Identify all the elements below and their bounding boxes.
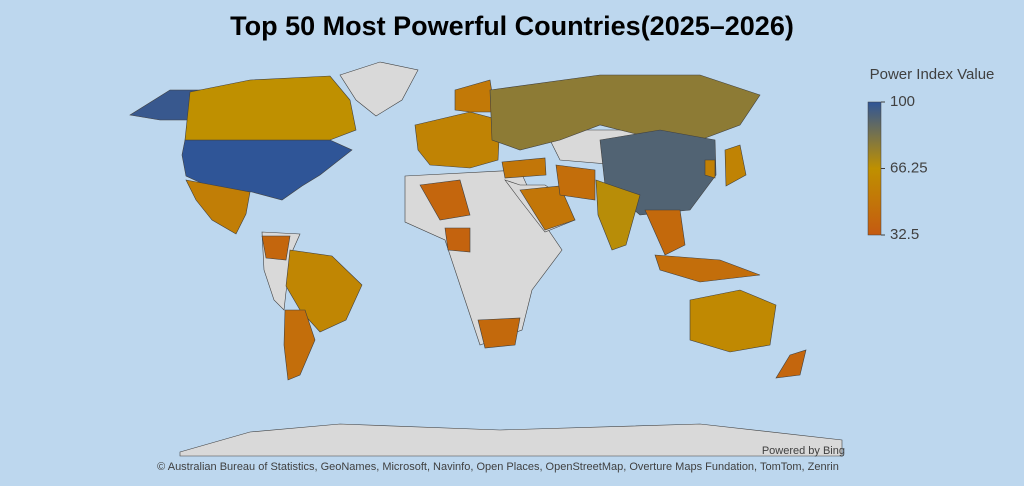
country <box>595 179 641 251</box>
country <box>654 254 761 283</box>
country <box>644 209 686 256</box>
country <box>454 79 496 113</box>
country <box>419 179 471 221</box>
country-regions <box>129 74 807 381</box>
country <box>501 157 547 179</box>
country <box>519 185 576 231</box>
country <box>181 139 353 201</box>
country <box>261 235 291 261</box>
country <box>444 227 471 253</box>
chart-title: Top 50 Most Powerful Countries(2025–2026… <box>230 11 794 41</box>
legend-tick-label: 100 <box>890 93 915 110</box>
country <box>414 111 501 169</box>
country <box>724 144 747 187</box>
country <box>689 289 777 353</box>
country <box>775 349 807 379</box>
country <box>184 75 357 141</box>
credit: Powered by Bing <box>762 445 845 457</box>
legend-tick-label: 66.25 <box>890 159 928 176</box>
legend-color-bar <box>867 101 882 236</box>
country <box>555 164 596 201</box>
country <box>283 309 316 381</box>
country <box>477 317 521 349</box>
legend-tick-label: 32.5 <box>890 226 919 243</box>
country <box>185 179 251 235</box>
legend-title: Power Index Value <box>870 66 995 83</box>
attribution: © Australian Bureau of Statistics, GeoNa… <box>157 461 839 473</box>
country <box>704 159 716 179</box>
